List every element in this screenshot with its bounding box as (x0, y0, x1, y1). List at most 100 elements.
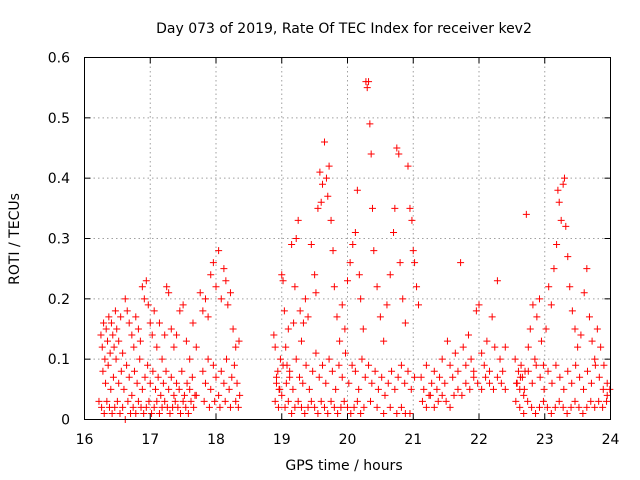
data-point (170, 343, 178, 351)
data-point (422, 403, 430, 411)
data-point (186, 355, 194, 363)
data-point (278, 391, 286, 399)
data-point (328, 367, 336, 375)
data-point (420, 385, 428, 393)
data-point (289, 385, 297, 393)
data-point (100, 409, 108, 417)
data-point (291, 403, 299, 411)
data-point (140, 295, 148, 303)
data-point (309, 367, 317, 375)
data-point (482, 373, 490, 381)
data-point (430, 403, 438, 411)
data-point (587, 397, 595, 405)
data-point (535, 403, 543, 411)
data-point (436, 373, 444, 381)
data-point (524, 367, 532, 375)
data-point (132, 409, 140, 417)
data-point (316, 168, 324, 176)
data-point (167, 373, 175, 381)
data-point (434, 397, 442, 405)
data-point (184, 409, 192, 417)
data-point (383, 301, 391, 309)
data-point (340, 397, 348, 405)
data-point (119, 403, 127, 411)
data-point (138, 385, 146, 393)
data-point (499, 367, 507, 375)
data-point (100, 319, 108, 327)
y-tick-labels: 0 0.1 0.2 0.3 0.4 0.5 0.6 (48, 51, 70, 429)
data-point (351, 228, 359, 236)
data-point (319, 180, 327, 188)
data-point (342, 349, 350, 357)
x-tick-label: 21 (404, 432, 422, 448)
data-point (128, 391, 136, 399)
data-point (200, 397, 208, 405)
data-point (271, 343, 279, 351)
data-point (327, 397, 335, 405)
data-point (276, 385, 284, 393)
data-point (140, 409, 148, 417)
data-point (396, 259, 404, 267)
data-point (528, 379, 536, 387)
data-point (211, 397, 219, 405)
data-point (286, 373, 294, 381)
data-point (575, 403, 583, 411)
data-point (201, 379, 209, 387)
data-point (335, 361, 343, 369)
data-point (190, 403, 198, 411)
data-point (148, 409, 156, 417)
data-point (125, 319, 133, 327)
data-point (224, 301, 232, 309)
data-point (409, 247, 417, 255)
data-point (109, 331, 117, 339)
data-point (591, 355, 599, 363)
data-point (149, 367, 157, 375)
data-point (215, 247, 223, 255)
data-point (548, 379, 556, 387)
data-point (201, 295, 209, 303)
data-point (346, 259, 354, 267)
data-point (587, 379, 595, 387)
data-point (524, 397, 532, 405)
data-point (327, 216, 335, 224)
data-point (368, 204, 376, 212)
data-point (165, 385, 173, 393)
data-point (583, 367, 591, 375)
data-point (338, 373, 346, 381)
y-tick-label: 0.6 (48, 51, 70, 67)
data-point (544, 367, 552, 375)
data-point (336, 337, 344, 345)
data-point (134, 325, 142, 333)
x-tick-label: 22 (470, 432, 488, 448)
data-point (512, 379, 520, 387)
data-point (108, 409, 116, 417)
data-point (514, 367, 522, 375)
data-point (491, 343, 499, 351)
data-point (192, 343, 200, 351)
data-point (176, 409, 184, 417)
data-point (297, 337, 305, 345)
data-point (276, 355, 284, 363)
data-point (292, 235, 300, 242)
data-point (217, 367, 225, 375)
data-point (512, 397, 520, 405)
data-point (146, 379, 154, 387)
data-point (595, 397, 603, 405)
data-point (406, 204, 414, 212)
data-point (296, 373, 304, 381)
data-point (547, 301, 555, 309)
data-point (367, 150, 375, 158)
data-point (199, 367, 207, 375)
data-point (374, 385, 382, 393)
data-point (600, 361, 608, 369)
data-point (301, 409, 309, 417)
data-point (386, 271, 394, 279)
data-point (141, 373, 149, 381)
data-point (301, 295, 309, 303)
data-point (222, 277, 230, 285)
data-point (161, 331, 169, 339)
data-point (367, 397, 375, 405)
data-point (524, 343, 532, 351)
data-point (341, 325, 349, 333)
data-point (358, 355, 366, 363)
